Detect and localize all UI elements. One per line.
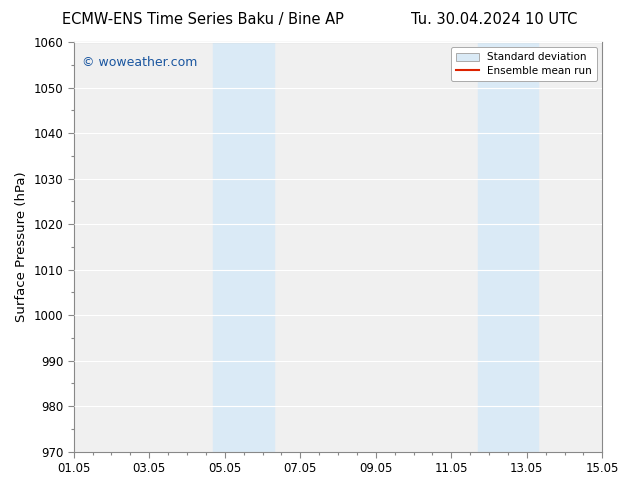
Text: ECMW-ENS Time Series Baku / Bine AP: ECMW-ENS Time Series Baku / Bine AP	[62, 12, 344, 27]
Bar	[477, 42, 538, 452]
Text: © woweather.com: © woweather.com	[82, 56, 197, 70]
Bar	[214, 42, 274, 452]
Y-axis label: Surface Pressure (hPa): Surface Pressure (hPa)	[15, 172, 28, 322]
Text: Tu. 30.04.2024 10 UTC: Tu. 30.04.2024 10 UTC	[411, 12, 578, 27]
Legend: Standard deviation, Ensemble mean run: Standard deviation, Ensemble mean run	[451, 47, 597, 81]
